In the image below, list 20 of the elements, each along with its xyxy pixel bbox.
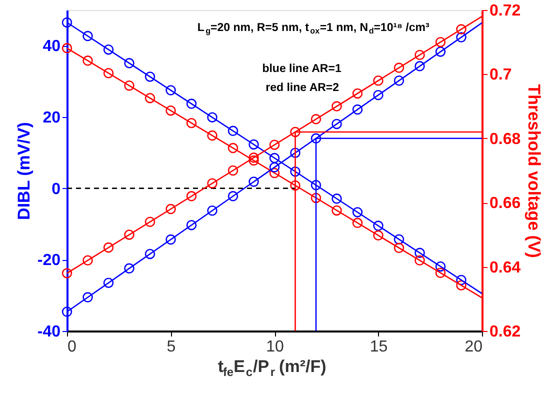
annotation: blue line AR=1	[262, 63, 342, 75]
y-tick-label: 40	[42, 38, 61, 56]
y2-tick-label: 0.72	[490, 2, 521, 20]
y2-axis-title: Threshold voltage (V)	[524, 84, 544, 258]
y-tick-label: 0	[52, 180, 61, 198]
y2-tick-label: 0.68	[490, 130, 521, 148]
y2-tick-label: 0.7	[490, 66, 512, 84]
y-tick-label: 20	[42, 110, 61, 126]
y2-tick-label: 0.62	[490, 324, 521, 340]
y-tick-label: -40	[37, 324, 61, 340]
x-tick-label: 10	[266, 338, 284, 356]
annotation: red line AR=2	[266, 82, 340, 94]
x-tick-label: 0	[68, 338, 76, 356]
y2-tick-label: 0.66	[490, 195, 521, 212]
y2-tick-label: 0.64	[490, 259, 521, 276]
x-tick-label: 5	[166, 338, 176, 356]
y-axis-title: DIBL (mV/V)	[14, 122, 34, 220]
x-tick-label: 20	[464, 338, 483, 356]
x-tick-label: 15	[370, 338, 388, 356]
y-tick-label: -20	[37, 252, 61, 270]
